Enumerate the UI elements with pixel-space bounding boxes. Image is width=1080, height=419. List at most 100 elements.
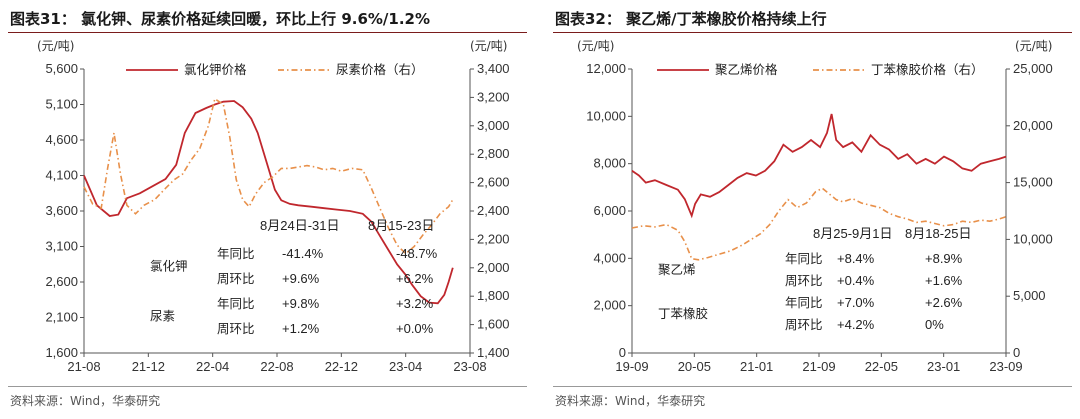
left-table-row-label: 年同比 bbox=[217, 246, 255, 261]
right-y-right-tick-label: 10,000 bbox=[1013, 231, 1053, 246]
left-axes: 1,600 2,100 2,600 3,100 3,600 4,100 4,600 5,100… bbox=[45, 61, 509, 374]
right-x-tick-label: 23-09 bbox=[989, 359, 1022, 374]
left-x-tick-label: 22-08 bbox=[260, 359, 293, 374]
left-series-line-1 bbox=[83, 97, 454, 255]
left-x-tick-label: 22-04 bbox=[196, 359, 229, 374]
right-x-tick-label: 21-01 bbox=[740, 359, 773, 374]
left-y-right-tick-label: 3,400 bbox=[477, 61, 510, 76]
right-y-left-tick-label: 0 bbox=[619, 345, 626, 360]
left-period2: 8月15-23日 bbox=[368, 218, 434, 233]
right-table-group-label: 丁苯橡胶 bbox=[658, 306, 708, 321]
left-table-value-period2: -48.7% bbox=[396, 246, 438, 261]
left-y-right-unit: (元/吨) bbox=[470, 39, 507, 53]
left-y-left-tick-label: 1,600 bbox=[45, 345, 78, 360]
left-table-value-period1: +9.6% bbox=[282, 271, 320, 286]
right-x-tick-label: 22-05 bbox=[865, 359, 898, 374]
left-y-right-tick-label: 2,600 bbox=[477, 175, 510, 190]
left-table-row-label: 周环比 bbox=[217, 271, 255, 286]
left-legend-label-1: 尿素价格（右） bbox=[336, 62, 424, 77]
left-source: 资料来源：Wind，华泰研究 bbox=[10, 394, 161, 408]
left-chart-title: 图表31： 氯化钾、尿素价格延续回暖，环比上行 9.6%/1.2% bbox=[10, 10, 431, 28]
left-y-left-tick-label: 2,600 bbox=[45, 274, 78, 289]
right-y-left-tick-label: 12,000 bbox=[586, 61, 626, 76]
right-y-left-tick-label: 4,000 bbox=[593, 250, 626, 265]
right-legend: 聚乙烯价格 丁苯橡胶价格（右） bbox=[657, 62, 984, 77]
right-table-row-label: 周环比 bbox=[785, 317, 823, 332]
right-y-right-tick-label: 0 bbox=[1013, 345, 1020, 360]
right-y-right-tick-label: 20,000 bbox=[1013, 118, 1053, 133]
right-y-right-tick-label: 25,000 bbox=[1013, 61, 1053, 76]
left-y-right-tick-label: 1,400 bbox=[477, 345, 510, 360]
right-table-value-period1: +7.0% bbox=[837, 295, 875, 310]
right-y-unit: (元/吨) bbox=[577, 39, 614, 53]
left-y-left-tick-label: 4,600 bbox=[45, 132, 78, 147]
left-y-right-tick-label: 2,400 bbox=[477, 203, 510, 218]
left-y-right-tick-label: 1,600 bbox=[477, 317, 510, 332]
right-table-row-label: 年同比 bbox=[785, 295, 823, 310]
right-bottom-divider bbox=[553, 386, 1072, 387]
right-y-left-tick-label: 10,000 bbox=[586, 108, 626, 123]
left-x-tick-label: 23-08 bbox=[453, 359, 486, 374]
left-y-left-tick-label: 5,100 bbox=[45, 97, 78, 112]
left-table-group-label: 尿素 bbox=[150, 309, 175, 324]
right-x-tick-label: 20-05 bbox=[678, 359, 711, 374]
left-x-tick-label: 22-12 bbox=[325, 359, 358, 374]
left-table-value-period1: +9.8% bbox=[282, 296, 320, 311]
left-table-value-period1: -41.4% bbox=[282, 246, 324, 261]
left-y-right-tick-label: 2,800 bbox=[477, 146, 510, 161]
right-axes: 0 2,000 4,000 6,000 8,000 10,000 12,000 0 5,000 1… bbox=[586, 61, 1053, 374]
right-chart-svg: 0 2,000 4,000 6,000 8,000 10,000 12,000 0 5,000 1… bbox=[577, 39, 1053, 374]
left-table-value-period2: +6.2% bbox=[396, 271, 434, 286]
right-y-left-tick-label: 8,000 bbox=[593, 156, 626, 171]
right-table-row-label: 周环比 bbox=[785, 273, 823, 288]
left-x-tick-label: 21-08 bbox=[67, 359, 100, 374]
right-table-value-period2: +2.6% bbox=[925, 295, 963, 310]
left-y-right-tick-label: 3,200 bbox=[477, 89, 510, 104]
left-x-tick-label: 23-04 bbox=[389, 359, 422, 374]
left-legend-label-0: 氯化钾价格 bbox=[184, 62, 247, 77]
right-legend-label-1: 丁苯橡胶价格（右） bbox=[871, 62, 984, 77]
right-chart-title: 图表32： 聚乙烯/丁苯橡胶价格持续上行 bbox=[555, 10, 827, 28]
right-period1: 8月25-9月1日 bbox=[813, 226, 892, 241]
left-y-right-tick-label: 2,000 bbox=[477, 260, 510, 275]
right-table-value-period2: +8.9% bbox=[925, 251, 963, 266]
left-y-left-tick-label: 4,100 bbox=[45, 168, 78, 183]
right-table-group-label: 聚乙烯 bbox=[658, 262, 696, 277]
left-chart-panel: 图表31： 氯化钾、尿素价格延续回暖，环比上行 9.6%/1.2% 1,600 2… bbox=[0, 0, 535, 419]
left-y-unit: (元/吨) bbox=[37, 39, 74, 53]
left-table-row-label: 年同比 bbox=[217, 296, 255, 311]
left-y-left-tick-label: 2,100 bbox=[45, 310, 78, 325]
right-x-tick-label: 23-01 bbox=[927, 359, 960, 374]
left-y-right-tick-label: 2,200 bbox=[477, 231, 510, 246]
left-series bbox=[83, 97, 454, 305]
left-chart-svg: 1,600 2,100 2,600 3,100 3,600 4,100 4,600 5,100… bbox=[37, 39, 510, 374]
right-y-right-tick-label: 15,000 bbox=[1013, 175, 1053, 190]
right-table-value-period1: +0.4% bbox=[837, 273, 875, 288]
right-source: 资料来源：Wind，华泰研究 bbox=[555, 394, 706, 408]
right-table-value-period2: 0% bbox=[925, 317, 944, 332]
right-x-tick-label: 19-09 bbox=[615, 359, 648, 374]
right-title-divider bbox=[553, 32, 1072, 33]
left-table-value-period2: +0.0% bbox=[396, 321, 434, 336]
right-period2: 8月18-25日 bbox=[905, 226, 971, 241]
right-table-value-period2: +1.6% bbox=[925, 273, 963, 288]
right-x-tick-label: 21-09 bbox=[802, 359, 835, 374]
right-series-line-1 bbox=[631, 187, 1007, 261]
left-y-right-tick-label: 3,000 bbox=[477, 118, 510, 133]
right-y-left-tick-label: 6,000 bbox=[593, 203, 626, 218]
left-table-group-label: 氯化钾 bbox=[150, 259, 188, 274]
left-table-row-label: 周环比 bbox=[217, 321, 255, 336]
left-y-left-tick-label: 5,600 bbox=[45, 61, 78, 76]
right-table-value-period1: +4.2% bbox=[837, 317, 875, 332]
left-series-line-0 bbox=[83, 100, 454, 305]
left-y-left-tick-label: 3,100 bbox=[45, 239, 78, 254]
right-series bbox=[631, 113, 1007, 261]
left-bottom-divider bbox=[8, 386, 527, 387]
right-legend-label-0: 聚乙烯价格 bbox=[715, 62, 778, 77]
left-table-value-period1: +1.2% bbox=[282, 321, 320, 336]
left-x-tick-label: 21-12 bbox=[132, 359, 165, 374]
right-table-row-label: 年同比 bbox=[785, 251, 823, 266]
left-table-value-period2: +3.2% bbox=[396, 296, 434, 311]
